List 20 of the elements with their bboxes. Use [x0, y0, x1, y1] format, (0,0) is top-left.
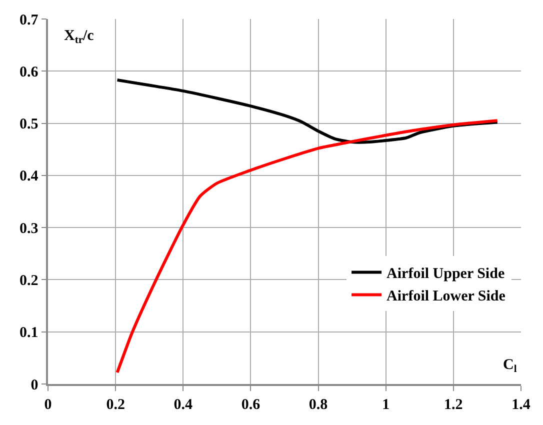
x-tick-label: 0.8 [308, 396, 328, 413]
y-tick-label: 0.4 [20, 168, 39, 185]
y-tick-label: 0.6 [20, 64, 39, 80]
y-tick-label: 0.7 [20, 12, 39, 28]
y-axis-title: X$_{tr}$/c [64, 28, 94, 46]
y-tick-label: 0 [30, 377, 38, 394]
x-tick-label: 1 [382, 396, 390, 413]
x-tick-label: 0.2 [106, 396, 125, 413]
x-axis-title: C$_{l}$ [503, 357, 517, 376]
x-tick-label: 0 [44, 396, 52, 413]
x-tick-label: 0.6 [241, 396, 261, 413]
y-tick-label: 0.2 [20, 272, 38, 289]
x-tick-label: 1.4 [512, 396, 531, 413]
y-tick-label: 0.5 [20, 116, 38, 133]
x-tick-label: 1.2 [444, 396, 463, 413]
legend-label: Airfoil Lower Side [386, 288, 506, 305]
y-tick-label: 0.3 [20, 220, 38, 237]
y-tick-label: 0.1 [20, 325, 38, 342]
x-tick-label: 0.4 [174, 396, 194, 413]
legend-label: Airfoil Upper Side [386, 266, 505, 282]
